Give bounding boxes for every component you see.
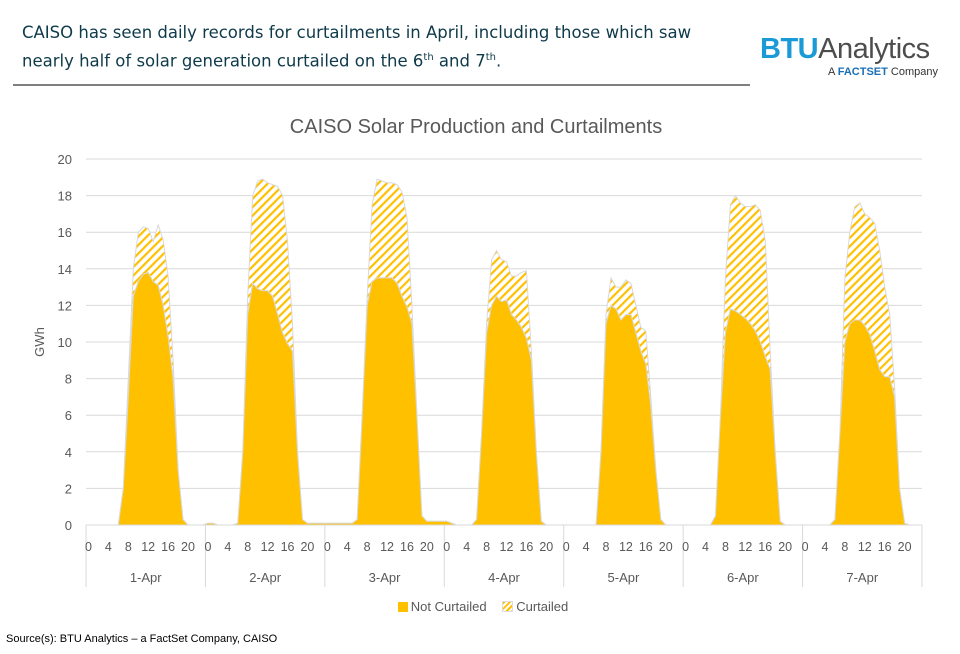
y-tick-label: 18 [58,189,72,204]
x-hour-tick-label: 16 [400,540,414,554]
headline: CAISO has seen daily records for curtail… [22,20,742,74]
y-tick-label: 20 [58,152,72,167]
x-hour-tick-label: 20 [300,540,314,554]
legend-label-curtailed: Curtailed [516,599,569,615]
headline-text: . [495,51,502,71]
btu-analytics-logo: BTUAnalytics A FACTSET Company [760,34,950,78]
x-hour-tick-label: 0 [85,540,92,554]
x-hour-tick-label: 16 [639,540,653,554]
x-hour-tick-label: 20 [181,540,195,554]
headline-text: and 7 [433,51,486,71]
x-day-label: 7-Apr [846,570,878,585]
legend-label-not-curtailed: Not Curtailed [410,599,487,615]
x-hour-tick-label: 0 [324,540,331,554]
x-hour-tick-label: 16 [758,540,772,554]
x-hour-tick-label: 20 [659,540,673,554]
x-hour-tick-label: 8 [244,540,251,554]
logo-analytics: Analytics [818,33,930,65]
x-hour-tick-label: 16 [519,540,533,554]
y-tick-label: 16 [58,225,72,240]
x-hour-tick-label: 12 [619,540,633,554]
x-day-label: 2-Apr [249,570,281,585]
legend: Not Curtailed Curtailed [0,598,960,614]
x-hour-tick-label: 4 [702,540,709,554]
x-day-label: 3-Apr [369,570,401,585]
x-day-label: 4-Apr [488,570,520,585]
x-day-label: 1-Apr [130,570,162,585]
y-tick-label: 12 [58,298,72,313]
x-hour-tick-label: 12 [858,540,872,554]
x-hour-tick-label: 0 [802,540,809,554]
x-hour-tick-label: 0 [563,540,570,554]
x-hour-tick-label: 16 [281,540,295,554]
y-tick-label: 2 [65,481,72,496]
x-hour-tick-label: 20 [898,540,912,554]
logo-company: Company [887,66,938,78]
x-hour-tick-label: 20 [778,540,792,554]
legend-swatch-not-curtailed [397,601,408,612]
x-hour-tick-label: 8 [364,540,371,554]
legend-swatch-curtailed [502,601,514,613]
x-hour-tick-label: 12 [500,540,514,554]
x-hour-tick-label: 8 [841,540,848,554]
x-hour-tick-label: 12 [380,540,394,554]
x-hour-tick-label: 4 [224,540,231,554]
x-hour-tick-label: 0 [682,540,689,554]
y-tick-label: 4 [65,445,72,460]
x-hour-tick-label: 0 [443,540,450,554]
x-hour-tick-label: 20 [539,540,553,554]
headline-text: CAISO has seen daily records for curtail… [22,23,692,71]
logo-a: A [827,66,838,78]
x-hour-tick-label: 12 [141,540,155,554]
x-hour-tick-label: 4 [583,540,590,554]
headline-sup: th [423,52,434,63]
x-hour-tick-label: 4 [344,540,351,554]
x-hour-tick-label: 4 [105,540,112,554]
logo-btu: BTU [760,33,819,65]
y-tick-label: 6 [65,408,72,423]
y-tick-label: 0 [65,518,72,533]
chart-title: CAISO Solar Production and Curtailments [289,116,663,138]
x-day-label: 5-Apr [608,570,640,585]
x-hour-tick-label: 0 [204,540,211,554]
x-hour-tick-label: 12 [261,540,275,554]
x-hour-tick-label: 16 [878,540,892,554]
x-hour-tick-label: 8 [483,540,490,554]
x-hour-tick-label: 8 [722,540,729,554]
logo-factset: FACTSET [837,66,888,78]
x-day-label: 6-Apr [727,570,759,585]
x-hour-tick-label: 8 [603,540,610,554]
y-tick-label: 8 [65,372,72,387]
y-axis-label: GWh [32,327,47,357]
y-tick-label: 14 [58,262,72,277]
x-hour-tick-label: 4 [463,540,470,554]
y-tick-label: 10 [58,335,72,350]
x-hour-tick-label: 20 [420,540,434,554]
area-not-curtailed [88,271,920,526]
x-hour-tick-label: 4 [821,540,828,554]
headline-sup: th [485,52,496,63]
x-hour-tick-label: 12 [738,540,752,554]
header-divider [13,84,750,86]
source-note: Source(s): BTU Analytics – a FactSet Com… [6,633,278,645]
x-hour-tick-label: 8 [125,540,132,554]
x-hour-tick-label: 16 [161,540,175,554]
